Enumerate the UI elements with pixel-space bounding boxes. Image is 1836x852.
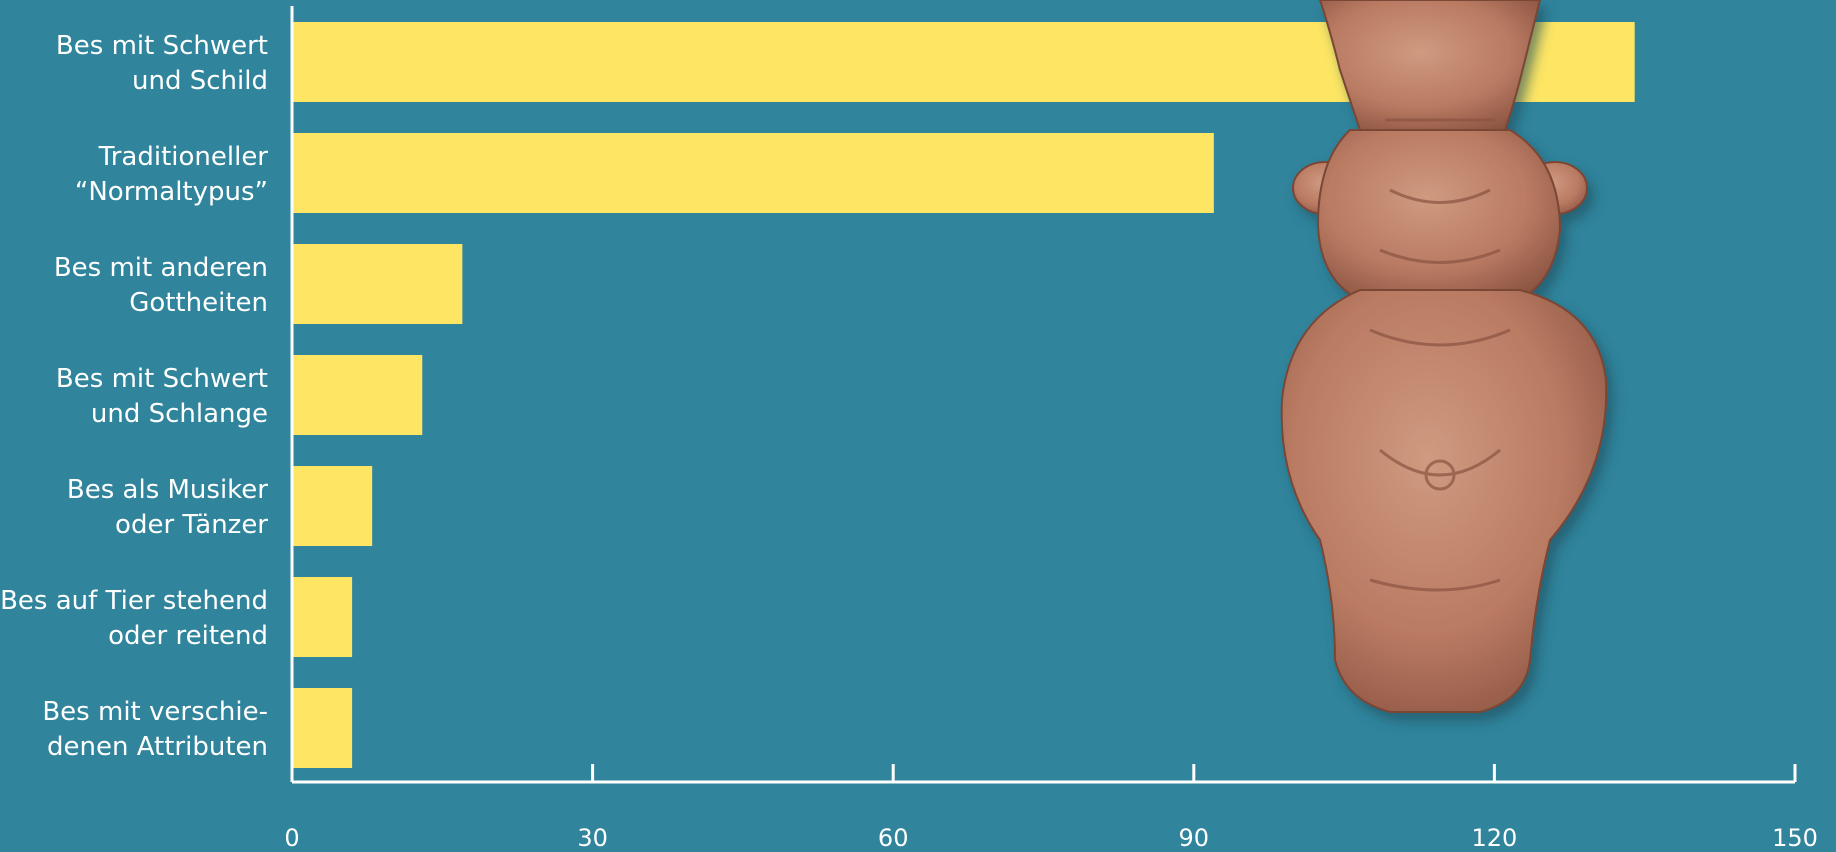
- bes-figurine-image: [1280, 0, 1608, 713]
- axes-group: 0 30 60 90 120 150: [284, 6, 1818, 852]
- bar: [292, 466, 373, 546]
- figurine-headdress: [1318, 0, 1542, 131]
- x-tick-label: 30: [577, 824, 608, 852]
- bar: [292, 688, 353, 768]
- figurine-head: [1316, 129, 1562, 301]
- category-label: Bes auf Tier stehend oder reitend: [0, 586, 268, 651]
- x-tick-label: 0: [284, 824, 299, 852]
- x-tick-label: 120: [1471, 824, 1517, 852]
- figurine-body: [1280, 289, 1608, 713]
- category-label: Bes mit anderen Gottheiten: [54, 253, 268, 318]
- bar: [292, 133, 1214, 213]
- bar: [292, 577, 353, 657]
- bar: [292, 244, 463, 324]
- category-label: Traditioneller “Normaltypus”: [75, 142, 268, 207]
- x-tick-label: 90: [1179, 824, 1210, 852]
- category-label: Bes mit Schwert und Schild: [56, 31, 268, 96]
- x-tick-label: 60: [878, 824, 909, 852]
- category-labels: Bes mit Schwert und Schild Traditioneller “…: [0, 31, 268, 762]
- category-label: Bes als Musiker oder Tänzer: [67, 475, 268, 540]
- bar: [292, 355, 423, 435]
- category-label: Bes mit Schwert und Schlange: [56, 364, 268, 429]
- category-label: Bes mit verschie-denen Attributen: [42, 697, 268, 762]
- x-tick-label: 150: [1772, 824, 1818, 852]
